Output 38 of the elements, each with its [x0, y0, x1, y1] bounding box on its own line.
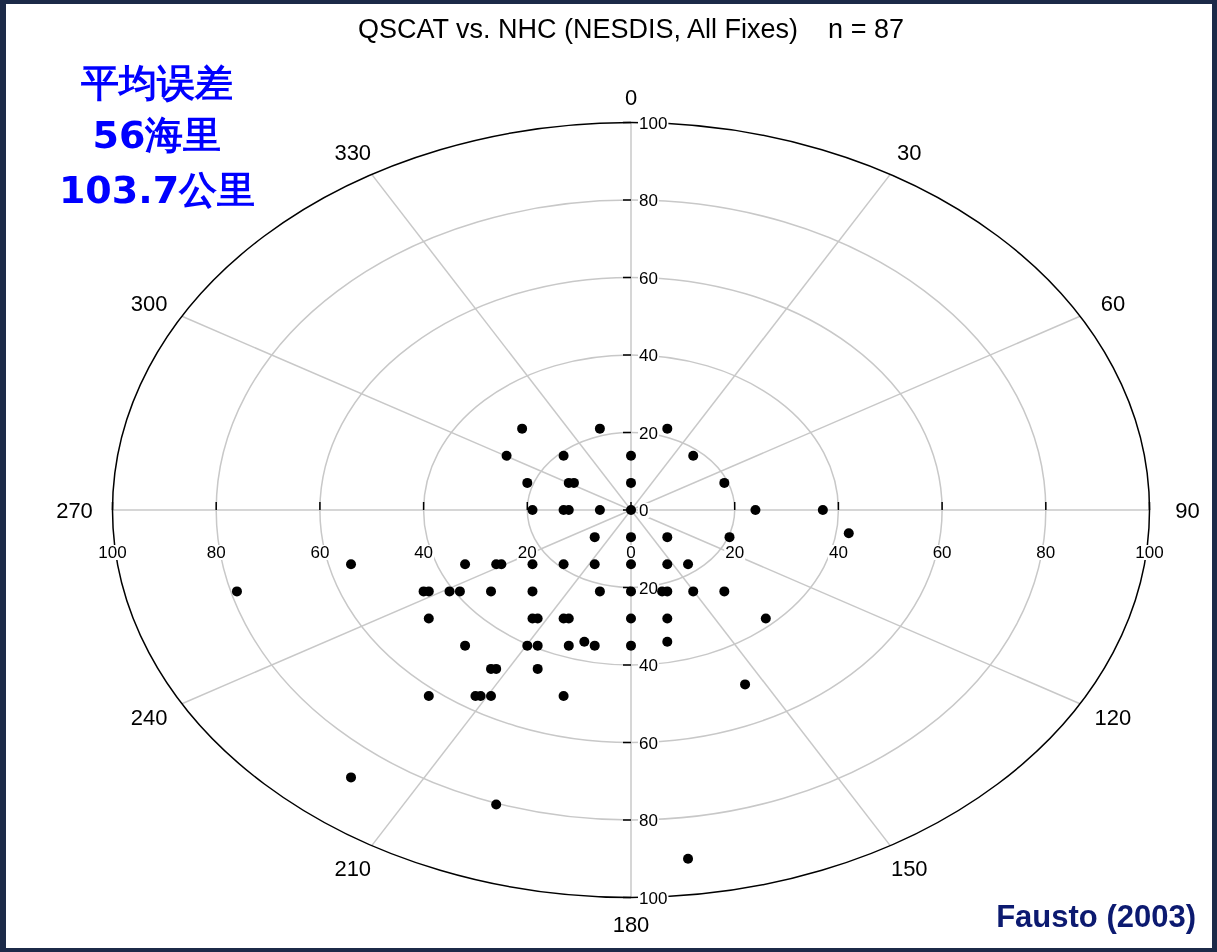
y-tick-label: 100: [639, 888, 668, 908]
text: 180: [612, 911, 650, 937]
annotation: 103.7公里: [58, 168, 256, 212]
y-tick-label: 60: [639, 733, 658, 753]
x-tick-label: 60: [932, 543, 952, 562]
text: 平均误差: [81, 61, 233, 105]
y-tick-label: 20: [639, 423, 658, 443]
x-tick-label: 100: [1135, 543, 1164, 562]
x-tick-label: 80: [206, 543, 226, 562]
y-tick-label: 80: [639, 811, 658, 830]
x-tick-label: 60: [310, 543, 330, 562]
x-tick-label: 0: [626, 543, 636, 562]
text: 90: [1175, 498, 1200, 523]
annotation: 330: [334, 139, 372, 165]
y-tick-label: 0: [639, 501, 649, 520]
annotation: 60: [1100, 291, 1126, 317]
annotation: 120: [1094, 704, 1132, 730]
x-tick-label: 20: [517, 543, 537, 562]
x-tick-label: 40: [828, 543, 848, 562]
annotation: 210: [334, 856, 372, 882]
x-tick-label: 20: [725, 543, 745, 562]
chart-title: QSCAT vs. NHC (NESDIS, All Fixes) n = 87: [358, 14, 904, 44]
text: Fausto (2003): [996, 899, 1196, 934]
y-tick-label: 20: [639, 578, 658, 598]
x-tick-label: 40: [414, 543, 434, 562]
x-tick-label: 100: [98, 543, 127, 562]
y-tick-label: 60: [639, 268, 658, 288]
text: 270: [56, 498, 93, 523]
annotation: 56海里: [92, 113, 222, 157]
x-tick-label: 80: [1036, 543, 1056, 562]
y-tick-label: 40: [639, 656, 658, 675]
annotation: 30: [897, 139, 922, 165]
annotation: 240: [130, 704, 168, 730]
annotation: 300: [130, 291, 168, 317]
y-tick-label: 100: [639, 113, 668, 133]
y-tick-label: 40: [639, 346, 658, 365]
annotation: 150: [890, 856, 928, 882]
y-tick-label: 80: [639, 191, 658, 210]
